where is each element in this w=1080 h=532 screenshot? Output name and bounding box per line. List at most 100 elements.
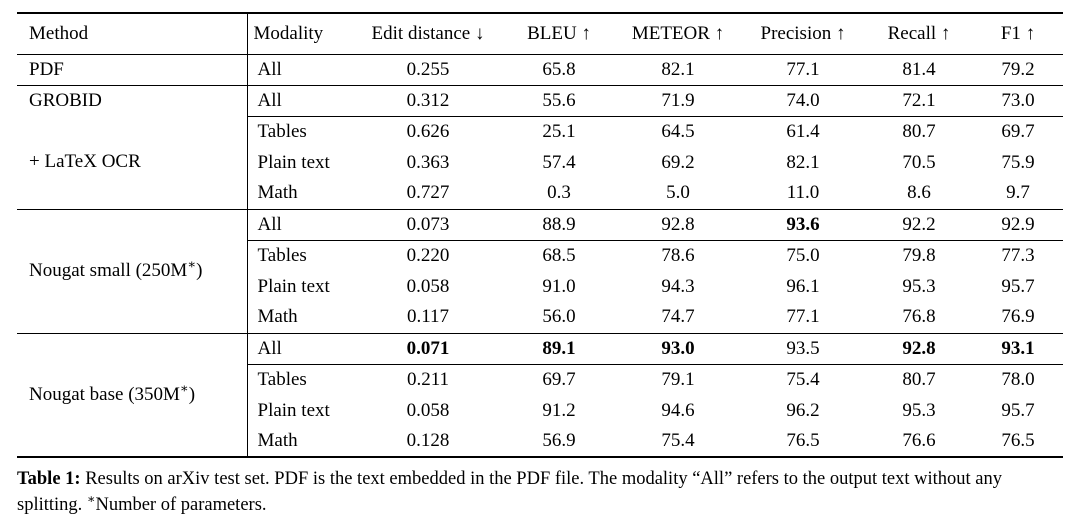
value-cell: 76.5 [1001, 430, 1035, 451]
value-cell: 0.255 [406, 58, 450, 80]
value-cell: 65.8 [542, 58, 576, 80]
caption-label: Table 1: [17, 469, 81, 489]
table-row: Tables 0.220 68.5 78.6 75.0 79.8 77.3 [17, 240, 1063, 271]
value-cell: 0.626 [406, 120, 450, 142]
method-cell: PDF [17, 54, 248, 85]
value-cell: 55.6 [503, 84, 615, 117]
value-cell: 57.4 [542, 151, 576, 173]
table-row: PDF All 0.255 65.8 82.1 77.1 81.4 79.2 [17, 54, 1063, 85]
value-cell: 82.1 [661, 58, 695, 80]
value-cell: 79.1 [661, 368, 695, 390]
value-cell: 91.0 [542, 275, 576, 297]
modality-cell: Tables [257, 368, 307, 390]
value-cell: 11.0 [786, 182, 820, 204]
value-cell: 94.6 [661, 399, 695, 421]
value-cell: 93.6 [741, 208, 865, 241]
value-cell: 68.5 [542, 244, 576, 266]
value-cell: 0.073 [353, 208, 503, 241]
table-row: Nougat small (250M∗) All 0.073 88.9 92.8 93.6… [17, 208, 1063, 333]
value-cell: 77.1 [786, 306, 820, 328]
column-header: Method [17, 13, 248, 55]
value-cell: 89.1 [503, 332, 615, 365]
modality-cell: Tables [257, 120, 307, 142]
value-cell: 95.7 [1001, 399, 1035, 421]
value-cell: 93.5 [741, 332, 865, 365]
modality-cell: Plain text [257, 151, 330, 173]
table-row: Plain text 0.363 57.4 69.2 82.1 70.5 75.9 [17, 147, 1063, 178]
value-cell: 93.0 [615, 332, 741, 365]
column-header: METEOR ↑ [615, 13, 741, 55]
value-cell: 69.2 [661, 151, 695, 173]
value-cell: 0.117 [406, 306, 450, 328]
value-cell: 80.7 [902, 368, 936, 390]
table-row: Nougat base (350M∗) All 0.071 89.1 93.0 93.5 9… [17, 332, 1063, 457]
table-row: Math 0.128 56.9 75.4 76.5 76.6 76.5 [17, 426, 1063, 457]
value-cell: 73.0 [973, 84, 1063, 117]
value-cell: 80.7 [902, 120, 936, 142]
value-cell: 0.128 [406, 430, 450, 451]
modality-cell: Math [257, 430, 298, 451]
value-cell: 95.7 [1001, 275, 1035, 297]
value-cell: 64.5 [661, 120, 695, 142]
value-cell: 76.5 [786, 430, 820, 451]
method-cell: Nougat base (350M∗) [17, 332, 248, 457]
table-row: + LaTeX OCR Tables 0.626 25.1 64.5 61.4 80.7 69… [17, 116, 1063, 209]
modality-cell: Math [257, 182, 298, 204]
table-header: Method Modality Edit distance ↓ BLEU ↑ METEO… [17, 13, 1063, 55]
modality-cell: Plain text [257, 399, 330, 421]
value-cell: 75.4 [786, 368, 820, 390]
table-row: Math 0.727 0.3 5.0 11.0 8.6 9.7 [17, 178, 1063, 209]
value-cell: 61.4 [786, 120, 820, 142]
method-cell: GROBID [17, 84, 248, 116]
value-cell: 96.2 [786, 399, 820, 421]
value-cell: 96.1 [786, 275, 820, 297]
results-table: Method Modality Edit distance ↓ BLEU ↑ METEO… [17, 12, 1063, 458]
value-cell: 71.9 [615, 84, 741, 117]
value-cell: 75.9 [1001, 151, 1035, 173]
value-cell: 78.0 [1001, 368, 1035, 390]
column-header: F1 ↑ [973, 13, 1063, 55]
modality-cell: All [257, 58, 282, 80]
value-cell: 69.7 [1001, 120, 1035, 142]
value-cell: 9.7 [1006, 182, 1030, 204]
value-cell: 0.3 [547, 182, 571, 204]
value-cell: 77.3 [1001, 244, 1035, 266]
value-cell: 0.058 [406, 399, 450, 421]
value-cell: 0.727 [406, 182, 450, 204]
value-cell: 0.312 [353, 84, 503, 117]
column-header: Modality [247, 13, 353, 55]
value-cell: 76.6 [902, 430, 936, 451]
caption-text: Results on arXiv test set. PDF is the te… [17, 469, 1003, 515]
value-cell: 72.1 [865, 84, 973, 117]
value-cell: 92.8 [865, 332, 973, 365]
value-cell: 56.9 [542, 430, 576, 451]
modality-cell: All [247, 208, 353, 241]
table-row: Plain text 0.058 91.0 94.3 96.1 95.3 95.7 [17, 271, 1063, 302]
value-cell: 74.7 [661, 306, 695, 328]
method-cell: + LaTeX OCR [17, 116, 248, 209]
value-cell: 0.363 [406, 151, 450, 173]
modality-cell: Plain text [257, 275, 330, 297]
column-header: Precision ↑ [741, 13, 865, 55]
value-cell: 93.1 [973, 332, 1063, 365]
value-cell: 81.4 [902, 58, 936, 80]
value-cell: 74.0 [741, 84, 865, 117]
table-row: Tables 0.211 69.7 79.1 75.4 80.7 78.0 [17, 364, 1063, 395]
modality-cell: All [247, 332, 353, 365]
table-row: Plain text 0.058 91.2 94.6 96.2 95.3 95.7 [17, 395, 1063, 426]
value-cell: 77.1 [786, 58, 820, 80]
value-cell: 0.071 [353, 332, 503, 365]
column-header: BLEU ↑ [503, 13, 615, 55]
value-cell: 75.0 [786, 244, 820, 266]
value-cell: 0.211 [406, 368, 450, 390]
value-cell: 79.8 [902, 244, 936, 266]
value-cell: 95.3 [902, 275, 936, 297]
value-cell: 79.2 [1001, 58, 1035, 80]
column-header: Edit distance ↓ [353, 13, 503, 55]
table-row: Math 0.117 56.0 74.7 77.1 76.8 76.9 [17, 302, 1063, 333]
column-header: Recall ↑ [865, 13, 973, 55]
value-cell: 56.0 [542, 306, 576, 328]
value-cell: 69.7 [542, 368, 576, 390]
value-cell: 92.9 [973, 208, 1063, 241]
value-cell: 0.220 [406, 244, 450, 266]
